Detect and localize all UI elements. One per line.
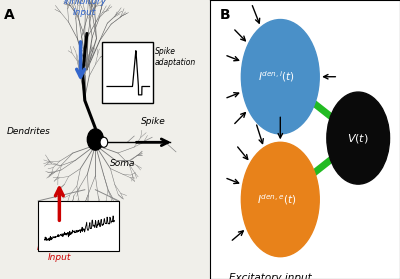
Text: Inhibitory
Input: Inhibitory Input: [63, 0, 106, 17]
Circle shape: [241, 20, 319, 134]
Text: Spike: Spike: [141, 117, 166, 126]
Text: Spike
adaptation: Spike adaptation: [155, 47, 196, 67]
Text: Soma: Soma: [110, 159, 136, 168]
Circle shape: [87, 129, 104, 150]
Text: B: B: [220, 8, 230, 22]
Bar: [38, 201, 119, 251]
Circle shape: [100, 137, 108, 147]
Text: Excitatory input: Excitatory input: [230, 273, 312, 279]
Text: Dendrites: Dendrites: [6, 127, 50, 136]
Text: $I^{den,e}(t)$: $I^{den,e}(t)$: [257, 192, 296, 207]
Circle shape: [327, 92, 390, 184]
Text: $I^{den,i}(t)$: $I^{den,i}(t)$: [258, 69, 295, 84]
Text: $V(t)$: $V(t)$: [347, 132, 369, 145]
Text: A: A: [4, 8, 15, 22]
Circle shape: [241, 142, 319, 257]
Bar: [102, 42, 153, 103]
Text: Excitatory
Input: Excitatory Input: [36, 243, 82, 262]
